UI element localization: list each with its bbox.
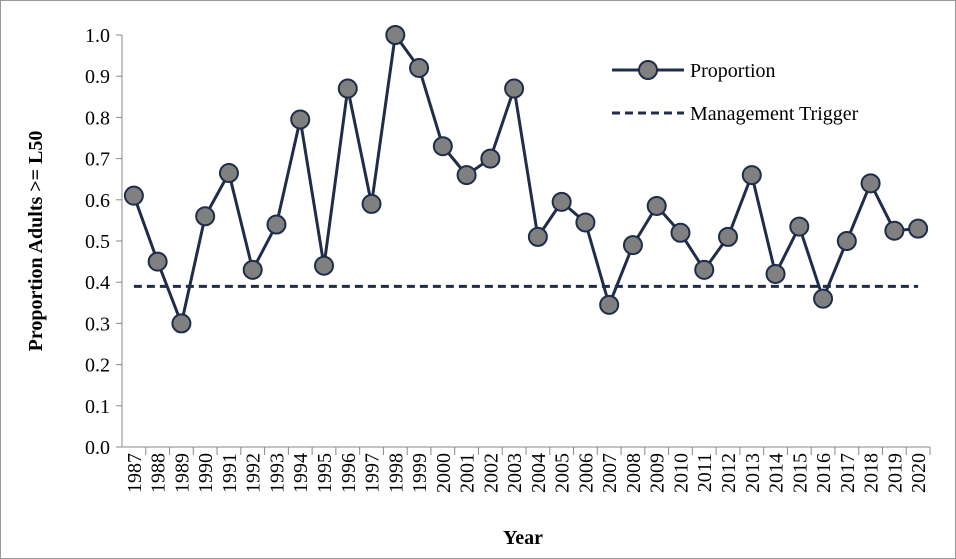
x-tick-label: 2005 [552, 453, 574, 493]
y-tick-label: 0.7 [85, 149, 110, 171]
series-line [132, 31, 919, 329]
x-tick-label: 1993 [266, 453, 288, 493]
y-tick-label: 0.4 [85, 272, 110, 294]
x-tick-label: 2013 [742, 453, 764, 493]
point [551, 191, 572, 212]
x-tick-label: 2017 [837, 453, 859, 493]
x-tick-label: 2006 [575, 453, 597, 493]
point [836, 231, 857, 251]
x-tick-label: 2016 [813, 453, 835, 493]
point [908, 218, 929, 239]
x-tick-label: 2018 [861, 453, 883, 493]
point [504, 78, 525, 99]
point [860, 173, 881, 194]
x-tick-label: 1988 [148, 453, 170, 493]
point [171, 313, 192, 334]
x-tick-label: 2014 [766, 453, 788, 493]
x-tick-label: 1992 [243, 453, 265, 493]
point [290, 109, 311, 130]
x-tick-label: 1997 [362, 453, 384, 493]
point [242, 259, 263, 280]
point [741, 165, 762, 186]
point [266, 214, 287, 235]
y-tick-label: 0.5 [85, 231, 110, 253]
point [123, 185, 144, 206]
legend-label: Management Trigger [690, 103, 859, 125]
x-tick-label: 1996 [338, 453, 360, 493]
x-tick-label: 2007 [599, 453, 621, 493]
y-tick-label: 0.2 [85, 355, 110, 377]
x-tick-label: 2008 [623, 453, 645, 493]
point [670, 222, 691, 243]
point [432, 136, 453, 157]
point [218, 163, 239, 184]
x-tick-label: 1990 [195, 453, 217, 493]
point [765, 263, 786, 284]
x-tick-label: 1989 [171, 453, 193, 493]
x-tick-label: 2010 [670, 453, 692, 493]
y-tick-label: 0.8 [85, 107, 110, 129]
point [480, 148, 501, 169]
x-tick-label: 2009 [647, 453, 669, 493]
y-tick-label: 0.3 [85, 313, 110, 335]
y-tick-label: 0.9 [85, 66, 110, 88]
point [314, 255, 334, 276]
point [646, 195, 667, 216]
point [599, 294, 620, 315]
point [147, 251, 168, 272]
point [789, 216, 810, 237]
x-tick-label: 2001 [457, 453, 479, 493]
point [456, 165, 477, 186]
y-tick-label: 0.1 [85, 396, 110, 418]
x-tick-label: 2019 [884, 453, 906, 493]
point [884, 220, 905, 241]
legend-marker [638, 60, 658, 80]
point [385, 25, 406, 45]
x-tick-label: 1998 [385, 453, 407, 493]
point [409, 57, 430, 78]
y-tick-label: 0.0 [85, 437, 110, 459]
point [575, 212, 596, 233]
x-tick-label: 2004 [528, 453, 550, 493]
point [694, 259, 715, 280]
x-tick-label: 2002 [480, 453, 502, 493]
x-tick-label: 2003 [504, 453, 526, 493]
x-tick-label: 2000 [433, 453, 455, 493]
x-tick-label: 2012 [718, 453, 740, 493]
x-tick-label: 1999 [409, 453, 431, 493]
x-tick-label: 1987 [124, 453, 146, 493]
point [718, 226, 738, 247]
y-tick-label: 1.0 [85, 25, 110, 47]
point [527, 226, 548, 247]
x-tick-label: 1995 [314, 453, 336, 493]
point [195, 206, 216, 227]
legend-label: Proportion [690, 60, 776, 82]
point [622, 235, 643, 256]
y-axis-title: Proportion Adults >= L50 [25, 131, 47, 352]
x-axis-title: Year [503, 527, 543, 549]
x-tick-label: 2020 [908, 453, 930, 493]
x-tick-label: 1991 [219, 453, 241, 493]
x-tick-label: 1994 [290, 453, 312, 493]
point [361, 193, 382, 214]
point [813, 288, 834, 309]
x-tick-label: 2011 [694, 453, 716, 492]
point [337, 78, 358, 99]
x-tick-label: 2015 [789, 453, 811, 493]
y-tick-label: 0.6 [85, 190, 110, 212]
